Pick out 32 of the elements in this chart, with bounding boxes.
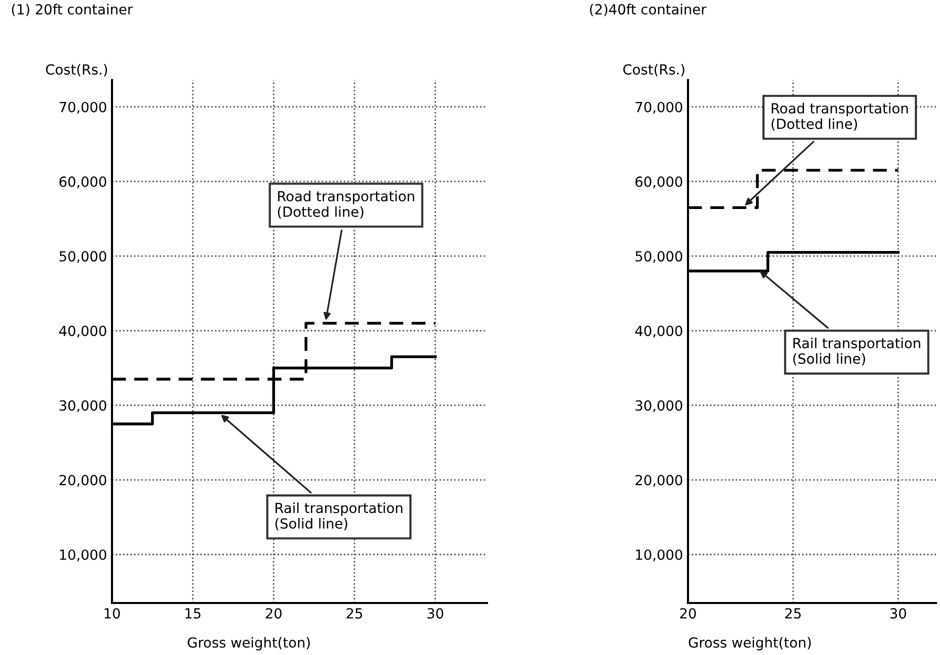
y-tick-label: 30,000 (636, 400, 682, 412)
x-axis-title: Gross weight(ton) (688, 636, 811, 650)
x-tick-label: 20 (680, 608, 696, 619)
y-tick-label: 50,000 (60, 251, 106, 263)
annotation: Road transportation (Dotted line) (278, 190, 414, 219)
y-tick-label: 10,000 (60, 549, 106, 562)
y-tick-label: 10,000 (636, 549, 682, 562)
annotation: Road transportation (Dotted line) (772, 102, 908, 131)
y-tick-label: 40,000 (59, 326, 106, 338)
y-tick-label: 50,000 (636, 251, 682, 263)
y-axis-title: Cost(Rs.) (46, 64, 108, 76)
y-tick-label: 70,000 (636, 102, 682, 114)
y-tick-label: 20,000 (60, 474, 106, 487)
x-axis-title: Gross weight(ton) (188, 636, 310, 650)
chart-title: (2)40ft container (590, 4, 706, 16)
y-tick-label: 30,000 (60, 400, 106, 412)
y-axis-title: Cost(Rs.) (623, 64, 684, 76)
y-tick-label: 70,000 (60, 102, 106, 114)
x-tick-label: 20 (266, 608, 282, 619)
y-tick-label: 60,000 (636, 176, 682, 188)
chart-title: (1) 20ft container (12, 4, 133, 16)
x-tick-label: 25 (346, 608, 362, 619)
annotation: Rail transportation (Solid line) (275, 502, 402, 530)
y-tick-label: 40,000 (635, 326, 682, 338)
y-tick-label: 20,000 (636, 474, 682, 487)
y-tick-label: 60,000 (60, 176, 106, 188)
x-tick-label: 30 (890, 608, 906, 619)
x-tick-label: 10 (104, 608, 120, 619)
x-tick-label: 30 (428, 608, 444, 619)
x-tick-label: 25 (785, 608, 801, 619)
annotation: Rail transportation (Solid line) (793, 338, 920, 366)
x-tick-label: 15 (186, 608, 200, 619)
